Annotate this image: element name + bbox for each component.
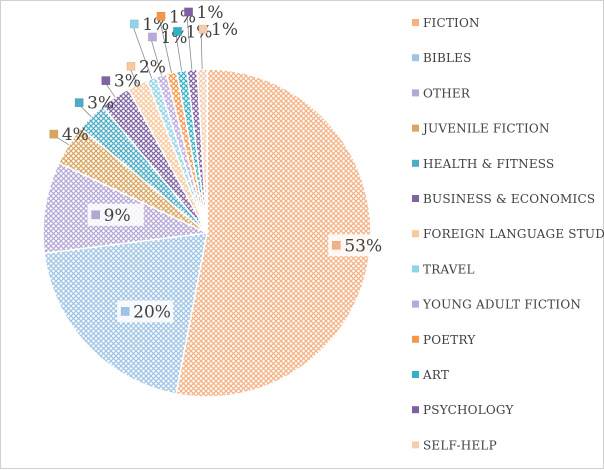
data-label-business-economics: 3% bbox=[101, 72, 141, 92]
legend-label: JUVENILE FICTION bbox=[421, 122, 550, 136]
data-label-marker bbox=[91, 210, 100, 220]
legend-swatch bbox=[412, 124, 419, 132]
legend-item-health-fitness: HEALTH & FITNESS bbox=[412, 157, 554, 171]
data-label-text: 53% bbox=[344, 236, 382, 256]
leader-line-young-adult-fiction bbox=[150, 36, 162, 76]
legend-item-fiction: FICTION bbox=[412, 16, 480, 30]
pie-slices bbox=[42, 68, 372, 398]
legend-swatch bbox=[412, 265, 419, 273]
legend-item-business-economics: BUSINESS & ECONOMICS bbox=[412, 192, 595, 206]
legend-label: YOUNG ADULT FICTION bbox=[422, 298, 581, 312]
data-label-health-fitness: 3% bbox=[74, 94, 114, 114]
data-label-foreign-language-study: 2% bbox=[126, 57, 166, 77]
data-label-marker bbox=[129, 19, 139, 29]
data-labels: 53%20%9%4%3%3%2%1%1%1%1%1%1% bbox=[49, 3, 385, 323]
leader-line-psychology bbox=[186, 11, 193, 70]
data-label-text: 1% bbox=[197, 3, 224, 23]
data-label-bibles: 20% bbox=[117, 300, 174, 323]
pie-slice-self-help bbox=[196, 68, 209, 234]
legend-label: PSYCHOLOGY bbox=[423, 403, 514, 417]
data-label-text: 3% bbox=[114, 72, 141, 92]
data-label-text: 1% bbox=[211, 20, 238, 40]
legend-label: SELF-HELP bbox=[423, 438, 497, 452]
data-label-text: 9% bbox=[104, 206, 131, 226]
leader-line-poetry bbox=[158, 16, 172, 73]
legend-item-foreign-language-study: FOREIGN LANGUAGE STUDY bbox=[412, 227, 604, 241]
legend-swatch bbox=[412, 335, 419, 343]
legend-swatch bbox=[412, 54, 419, 62]
legend-item-young-adult-fiction: YOUNG ADULT FICTION bbox=[412, 298, 581, 312]
data-label-other: 9% bbox=[87, 203, 144, 226]
data-label-fiction: 53% bbox=[328, 234, 385, 257]
legend-label: OTHER bbox=[423, 86, 471, 100]
data-label-marker bbox=[184, 7, 193, 17]
legend-label: BIBLES bbox=[423, 51, 472, 65]
legend-swatch bbox=[412, 195, 419, 202]
data-label-self-help: 1% bbox=[198, 20, 238, 40]
data-label-marker bbox=[173, 27, 182, 36]
data-label-marker bbox=[49, 129, 59, 139]
data-label-marker bbox=[101, 76, 111, 85]
data-label-marker bbox=[120, 307, 130, 316]
legend: FICTION BIBLES OTHER JUVENILE FICTION HEALTH… bbox=[412, 16, 604, 452]
data-label-bg bbox=[87, 203, 144, 226]
data-label-bg bbox=[117, 300, 174, 323]
legend-label: BUSINESS & ECONOMICS bbox=[423, 192, 595, 206]
data-label-marker bbox=[198, 24, 208, 34]
leader-line-art bbox=[175, 31, 183, 72]
legend-label: ART bbox=[422, 368, 449, 382]
data-label-text: 3% bbox=[87, 94, 114, 114]
legend-swatch bbox=[412, 230, 419, 238]
leader-line-self-help bbox=[200, 29, 203, 70]
legend-item-psychology: PSYCHOLOGY bbox=[412, 403, 514, 417]
legend-label: FICTION bbox=[423, 16, 480, 30]
legend-swatch bbox=[412, 371, 419, 378]
legend-label: TRAVEL bbox=[423, 262, 475, 276]
data-label-text: 20% bbox=[133, 302, 171, 322]
legend-item-art: ART bbox=[412, 368, 449, 382]
legend-item-other: OTHER bbox=[412, 86, 471, 100]
data-label-text: 2% bbox=[139, 57, 166, 77]
data-label-text: 4% bbox=[62, 125, 89, 145]
data-label-bg bbox=[328, 234, 385, 257]
legend-item-self-help: SELF-HELP bbox=[412, 438, 497, 452]
data-label-juvenile-fiction: 4% bbox=[49, 125, 89, 145]
legend-swatch bbox=[412, 19, 419, 26]
legend-swatch bbox=[412, 441, 419, 449]
leader-line-travel bbox=[131, 23, 153, 79]
legend-label: FOREIGN LANGUAGE STUDY bbox=[423, 227, 604, 241]
data-label-psychology: 1% bbox=[184, 3, 224, 23]
legend-item-travel: TRAVEL bbox=[412, 262, 475, 276]
legend-swatch bbox=[412, 159, 419, 167]
data-label-marker bbox=[148, 32, 157, 42]
legend-label: HEALTH & FITNESS bbox=[423, 157, 554, 171]
data-label-marker bbox=[156, 12, 166, 21]
data-label-marker bbox=[126, 62, 136, 71]
legend-item-bibles: BIBLES bbox=[412, 51, 472, 65]
legend-label: POETRY bbox=[423, 333, 476, 347]
legend-swatch bbox=[412, 89, 419, 97]
legend-item-juvenile-fiction: JUVENILE FICTION bbox=[412, 122, 550, 136]
data-label-marker bbox=[332, 241, 341, 250]
data-label-marker bbox=[74, 98, 84, 107]
legend-swatch bbox=[412, 406, 419, 414]
legend-swatch bbox=[412, 300, 419, 308]
legend-item-poetry: POETRY bbox=[412, 333, 476, 347]
